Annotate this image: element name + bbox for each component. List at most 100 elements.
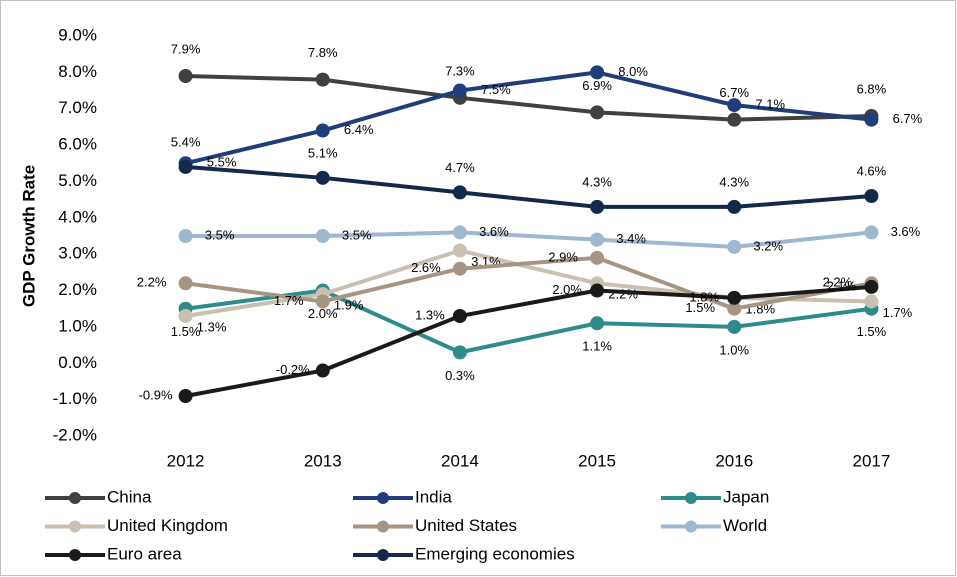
data-point [178,389,193,403]
legend-label: Emerging economies [415,544,575,563]
data-label: 5.4% [171,134,201,149]
legend-label: United States [415,516,517,535]
legend-marker [377,549,389,561]
data-label: 1.0% [719,342,749,357]
data-label: 1.8% [689,289,719,304]
data-point [178,229,193,243]
y-tick-label: 7.0% [58,98,97,117]
data-label: 1.9% [334,298,364,313]
data-label: 1.3% [415,307,445,322]
data-label: 7.5% [481,82,511,97]
data-label: 2.2% [137,275,167,290]
x-tick-label: 2017 [853,451,891,470]
series-line [185,284,872,398]
data-label: 7.3% [445,63,475,78]
series-line [185,230,872,249]
y-tick-label: -1.0% [53,389,97,408]
y-tick-label: 4.0% [58,207,97,226]
legend-marker [377,520,389,533]
data-point [727,239,742,254]
legend-label: China [107,487,152,506]
data-point [727,301,742,316]
data-point [315,170,330,185]
data-label: 2.9% [548,249,578,264]
legend-marker [69,549,81,561]
data-point [452,309,467,323]
data-point [178,309,193,323]
legend-marker [69,520,81,533]
data-label: -0.9% [139,387,173,402]
y-tick-label: 0.0% [58,353,97,372]
data-label: 4.6% [857,163,887,178]
data-label: 3.6% [891,224,921,239]
data-label: 3.5% [342,227,372,242]
data-point [864,189,879,203]
data-label: 2.0% [552,282,582,297]
y-tick-label: 3.0% [58,244,97,263]
data-point [590,105,605,120]
data-label: 2.0% [308,306,338,321]
y-tick-label: 5.0% [58,171,97,190]
data-point [315,72,330,87]
data-label: 6.8% [857,81,887,96]
legend-label: Japan [723,487,769,506]
data-label: 1.5% [857,324,887,339]
data-label: 3.4% [616,231,646,246]
data-label: 3.2% [753,238,783,253]
data-label: 2.6% [411,260,441,275]
data-label: 1.7% [274,293,304,308]
x-tick-label: 2016 [715,451,753,470]
data-point [590,65,605,80]
data-label: 6.7% [719,85,749,100]
data-label: 6.9% [582,78,612,93]
data-point [590,199,605,214]
data-point [452,185,467,200]
data-label: 3.5% [205,227,235,242]
data-point [590,316,605,331]
series-line [185,74,872,122]
data-label: 7.9% [171,41,201,56]
data-label: 1.5% [685,300,715,315]
series-line [185,164,872,209]
data-point [452,345,467,360]
data-label: 0.3% [445,368,475,383]
data-point [178,276,193,291]
data-point [178,159,193,174]
data-label: 3.6% [479,224,509,239]
data-label: 6.4% [344,122,374,137]
data-point [315,363,330,378]
data-label: 6.7% [893,111,923,126]
series-line [185,255,872,311]
data-point [727,112,742,127]
data-point [315,123,330,138]
y-tick-label: -2.0% [53,425,97,444]
legend-label: United Kingdom [107,516,228,535]
data-point [452,243,467,258]
data-point [864,294,879,309]
data-label: 4.7% [445,160,475,175]
y-axis-label: GDP Growth Rate [19,165,38,307]
legend-marker [69,492,81,504]
data-point [452,225,467,240]
data-label: 2.1% [827,278,857,293]
data-label: 1.5% [171,324,201,339]
data-point [452,83,467,98]
data-label: 8.0% [618,64,648,79]
data-point [452,261,467,276]
data-label: 1.1% [582,339,612,354]
data-label: 5.1% [308,145,338,160]
y-tick-label: 2.0% [58,280,97,299]
data-point [727,290,742,305]
data-label: 7.8% [308,45,338,60]
legend-label: World [723,516,767,535]
data-label: 4.3% [582,174,612,189]
legend-label: India [415,487,452,506]
legend-marker [685,520,697,533]
data-point [864,279,879,294]
y-tick-label: 8.0% [58,62,97,81]
data-point [864,112,879,127]
data-label: 1.3% [197,319,227,334]
data-point [315,229,330,243]
